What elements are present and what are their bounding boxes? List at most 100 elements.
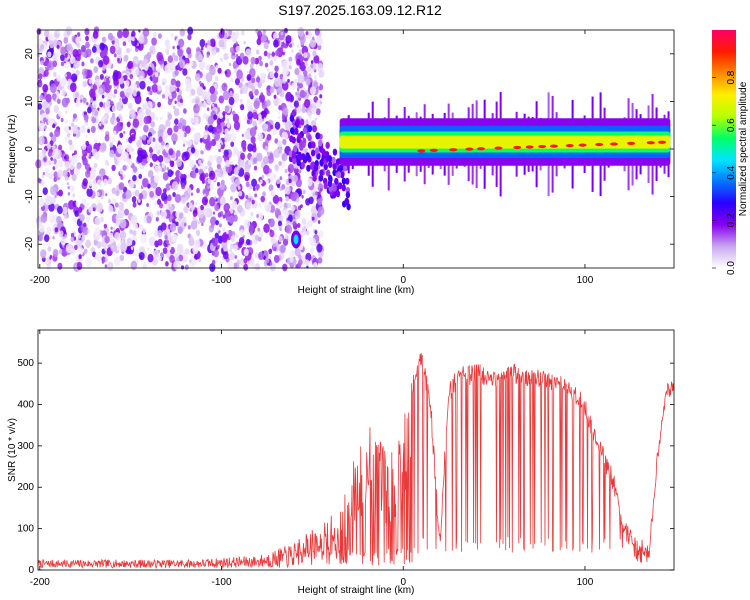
heatmap-cell xyxy=(73,217,78,223)
heatmap-cell xyxy=(178,173,182,177)
heatmap-cell xyxy=(40,60,44,66)
heatmap-cell xyxy=(200,46,204,51)
heatmap-cell xyxy=(76,261,83,271)
heatmap-cell xyxy=(299,61,306,72)
heatmap-cell xyxy=(88,167,92,171)
heatmap-cell xyxy=(284,168,288,174)
heatmap-cell xyxy=(332,184,337,192)
heatmap-cell xyxy=(187,233,192,239)
heatmap-cell xyxy=(142,262,147,269)
heatmap-cell xyxy=(294,210,301,220)
heatmap-cell xyxy=(194,73,201,82)
heatmap-cell xyxy=(218,30,225,39)
heatmap-cell xyxy=(112,207,116,212)
heatmap-cell xyxy=(246,74,252,82)
heatmap-cell xyxy=(210,223,215,229)
heatmap-cell xyxy=(153,249,160,258)
heatmap-cell xyxy=(143,124,149,133)
heatmap-cell xyxy=(157,155,164,163)
heatmap-cell xyxy=(211,237,219,247)
heatmap-cell xyxy=(312,192,316,197)
heatmap-cell xyxy=(157,128,164,139)
heatmap-cell xyxy=(254,193,258,198)
heatmap-cell xyxy=(312,174,317,182)
heatmap-cell xyxy=(131,196,137,203)
heatmap-cell xyxy=(269,60,274,66)
heatmap-cell xyxy=(312,125,317,133)
heatmap-cell xyxy=(109,100,114,107)
heatmap-cell xyxy=(273,97,279,106)
heatmap-cell xyxy=(296,159,301,167)
heatmap-cell xyxy=(198,80,202,85)
heatmap-cell xyxy=(94,110,99,116)
heatmap-cell xyxy=(221,233,228,243)
heatmap-cell xyxy=(247,111,254,120)
heatmap-cell xyxy=(310,60,314,64)
heatmap-cell xyxy=(88,39,92,43)
heatmap-cell xyxy=(269,172,277,182)
heatmap-cell xyxy=(81,236,85,242)
heatmap-cell xyxy=(38,135,45,146)
heatmap-cell xyxy=(57,144,63,151)
heatmap-cell xyxy=(287,214,293,223)
heatmap-cell xyxy=(211,259,216,265)
heatmap-cell xyxy=(269,229,275,238)
heatmap-cell xyxy=(313,75,318,81)
heatmap-cell xyxy=(258,203,262,208)
heatmap-cell xyxy=(64,155,67,160)
heatmap-cell xyxy=(305,153,310,161)
heatmap-cell xyxy=(186,173,191,179)
heatmap-cell xyxy=(213,131,220,141)
heatmap-cell xyxy=(38,67,45,76)
heatmap-cell xyxy=(181,265,184,270)
heatmap-cell xyxy=(246,119,250,125)
heatmap-cell xyxy=(146,100,153,110)
heatmap-cell xyxy=(174,253,179,259)
heatmap-cell xyxy=(182,148,185,153)
heatmap-cell xyxy=(46,143,52,150)
heatmap-cell xyxy=(46,195,53,206)
heatmap-cell xyxy=(47,61,52,69)
heatmap-cell xyxy=(252,186,256,191)
heatmap-cell xyxy=(192,116,199,126)
heatmap-cell xyxy=(162,130,169,139)
heatmap-cell xyxy=(37,103,43,110)
heatmap-cell xyxy=(66,43,73,53)
heatmap-cell xyxy=(208,154,214,163)
heatmap-cell xyxy=(226,118,230,123)
heatmap-cell xyxy=(38,198,45,208)
heatmap-cell xyxy=(341,177,347,185)
heatmap-cell xyxy=(214,204,219,211)
heatmap-cell xyxy=(345,177,350,185)
heatmap-cell xyxy=(48,213,55,223)
heatmap-cell xyxy=(174,193,181,203)
heatmap-cell xyxy=(296,58,301,66)
heatmap-cell xyxy=(147,247,150,251)
heatmap-cell xyxy=(94,151,101,161)
heatmap-cell xyxy=(494,146,503,150)
heatmap-cell xyxy=(222,227,226,232)
heatmap-cell xyxy=(241,30,245,36)
heatmap-cell xyxy=(117,162,121,167)
heatmap-cell xyxy=(229,46,235,54)
heatmap-cell xyxy=(165,183,171,191)
heatmap-cell xyxy=(185,78,191,87)
heatmap-cell xyxy=(48,172,54,180)
heatmap-cell xyxy=(290,191,297,202)
heatmap-cell xyxy=(168,201,171,205)
heatmap-cell xyxy=(142,249,145,253)
heatmap-cell xyxy=(156,67,161,73)
heatmap-cell xyxy=(258,55,262,62)
heatmap-cell xyxy=(182,68,188,76)
heatmap-cell xyxy=(240,104,245,111)
heatmap-cell xyxy=(249,127,257,137)
heatmap-cell xyxy=(274,65,279,72)
heatmap-cell xyxy=(134,189,140,197)
heatmap-cell xyxy=(39,224,45,233)
heatmap-cell xyxy=(126,237,133,247)
heatmap-cell xyxy=(52,149,59,158)
heatmap-cell xyxy=(177,48,183,57)
colorbar: 0.0 0.2 0.4 0.6 0.8 Normalized spectral ampl… xyxy=(712,30,749,275)
heatmap-cell xyxy=(122,164,127,171)
heatmap-cell xyxy=(69,82,77,93)
